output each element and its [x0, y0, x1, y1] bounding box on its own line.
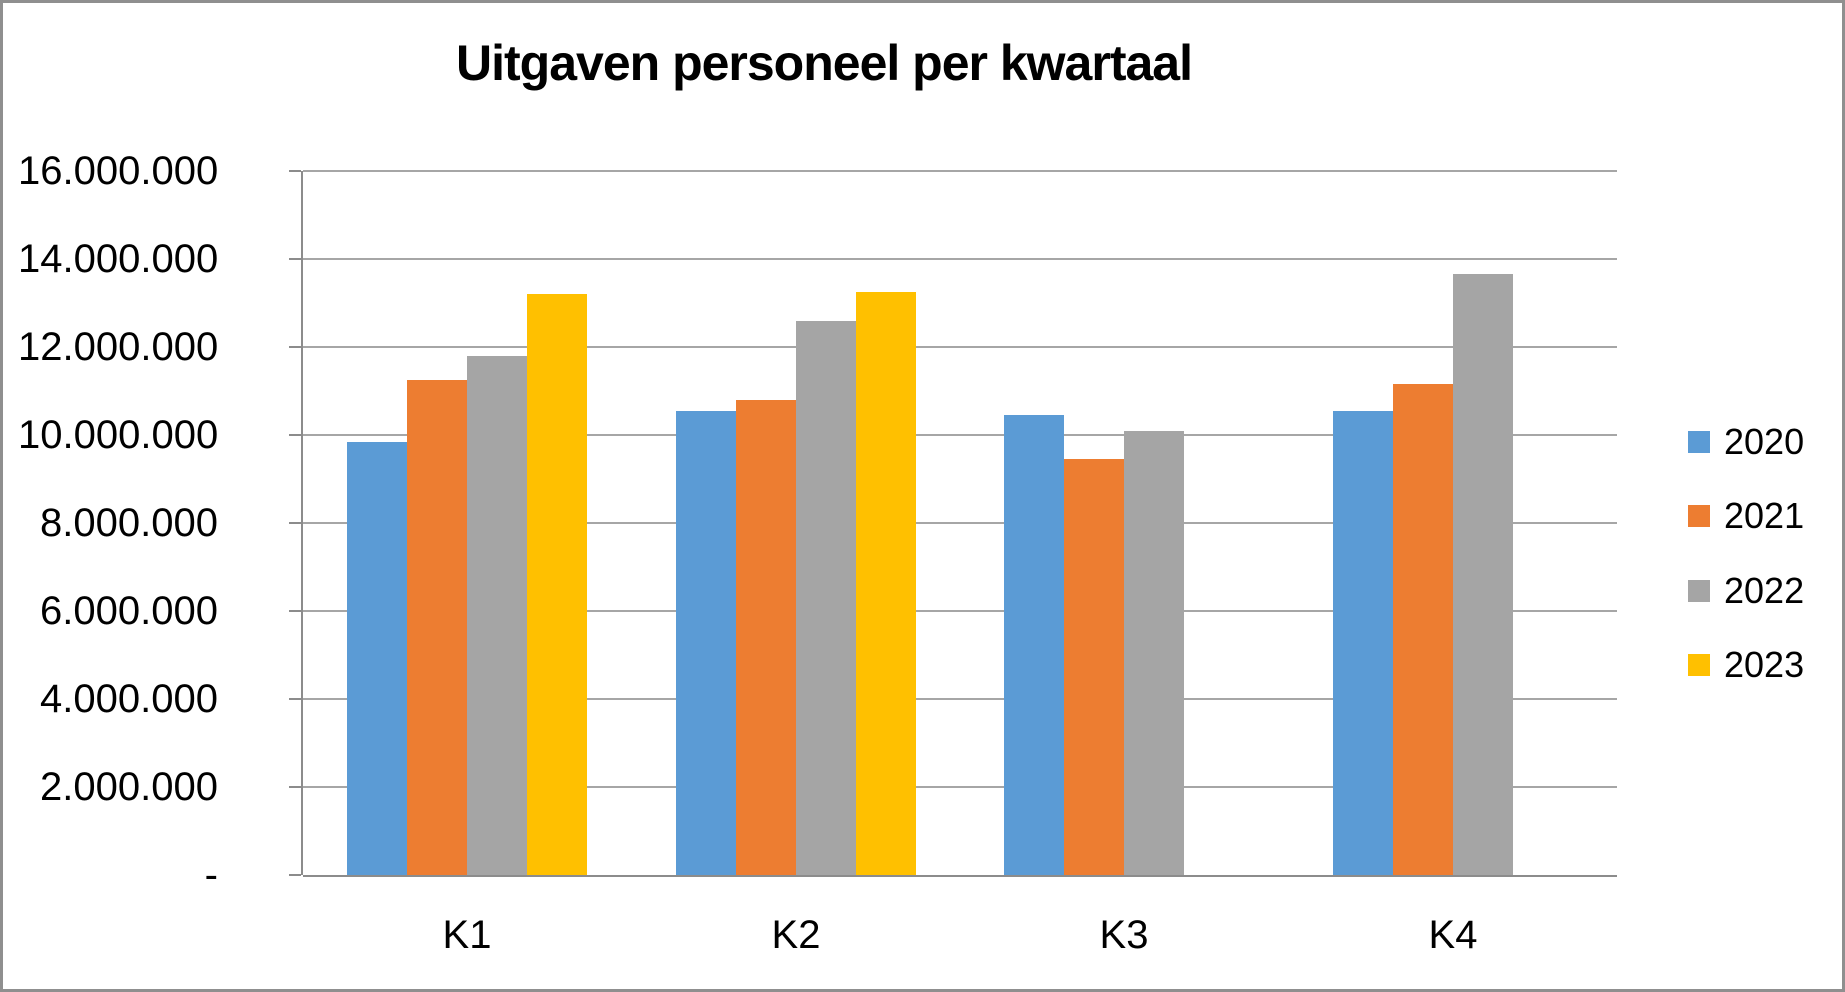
y-axis-tick	[289, 346, 301, 348]
x-axis-line	[303, 875, 1617, 877]
legend-swatch-icon	[1688, 654, 1710, 676]
bar-2023-K2	[856, 292, 916, 875]
y-axis-tick	[289, 786, 301, 788]
legend-swatch-icon	[1688, 580, 1710, 602]
y-tick-label: 10.000.000	[18, 413, 219, 457]
legend-label: 2021	[1724, 495, 1805, 536]
y-tick-label: 12.000.000	[18, 325, 219, 369]
x-tick-label-K3: K3	[1099, 913, 1149, 957]
legend-entry-2023: 2023	[1688, 647, 1804, 683]
bar-2021-K4	[1393, 384, 1453, 875]
y-tick-label: 14.000.000	[18, 237, 219, 281]
gridline	[303, 610, 1617, 612]
y-tick-label: 4.000.000	[40, 677, 218, 721]
y-axis-line	[301, 171, 303, 875]
gridline	[303, 258, 1617, 260]
y-tick-label: 6.000.000	[40, 589, 218, 633]
chart-title: Uitgaven personeel per kwartaal	[456, 35, 1193, 91]
x-tick-label-K4: K4	[1428, 913, 1478, 957]
legend-label: 2020	[1724, 421, 1805, 462]
bar-2022-K4	[1453, 274, 1513, 875]
bar-2022-K3	[1124, 431, 1184, 875]
legend-entry-2020: 2020	[1688, 424, 1804, 460]
legend-swatch-icon	[1688, 431, 1710, 453]
gridline	[303, 698, 1617, 700]
y-tick-label: 16.000.000	[18, 149, 219, 193]
bar-2020-K3	[1004, 415, 1064, 875]
plot-area	[289, 170, 1617, 877]
x-tick-label-K1: K1	[442, 913, 492, 957]
y-tick-label: 2.000.000	[40, 765, 218, 809]
y-axis-tick	[289, 610, 301, 612]
gridline	[303, 522, 1617, 524]
y-tick-label: 8.000.000	[40, 501, 218, 545]
bar-2022-K1	[467, 356, 527, 875]
bar-2021-K3	[1064, 459, 1124, 875]
legend-swatch-icon	[1688, 505, 1710, 527]
y-axis-tick	[289, 434, 301, 436]
bar-2020-K4	[1333, 411, 1393, 875]
y-axis-tick	[289, 522, 301, 524]
gridline	[303, 346, 1617, 348]
bar-2021-K2	[736, 400, 796, 875]
bar-2021-K1	[407, 380, 467, 875]
gridline	[303, 786, 1617, 788]
y-axis-tick	[289, 170, 301, 172]
y-tick-label: -	[204, 853, 218, 897]
gridline	[303, 434, 1617, 436]
bar-2022-K2	[796, 321, 856, 875]
legend-label: 2023	[1724, 644, 1805, 685]
bar-2023-K1	[527, 294, 587, 875]
x-tick-label-K2: K2	[771, 913, 821, 957]
legend-label: 2022	[1724, 570, 1805, 611]
legend-entry-2021: 2021	[1688, 498, 1804, 534]
bar-2020-K2	[676, 411, 736, 875]
bar-2020-K1	[347, 442, 407, 875]
y-axis-tick	[289, 698, 301, 700]
y-axis-tick	[289, 874, 301, 876]
gridline	[303, 170, 1617, 172]
legend-entry-2022: 2022	[1688, 573, 1804, 609]
y-axis-tick	[289, 258, 301, 260]
